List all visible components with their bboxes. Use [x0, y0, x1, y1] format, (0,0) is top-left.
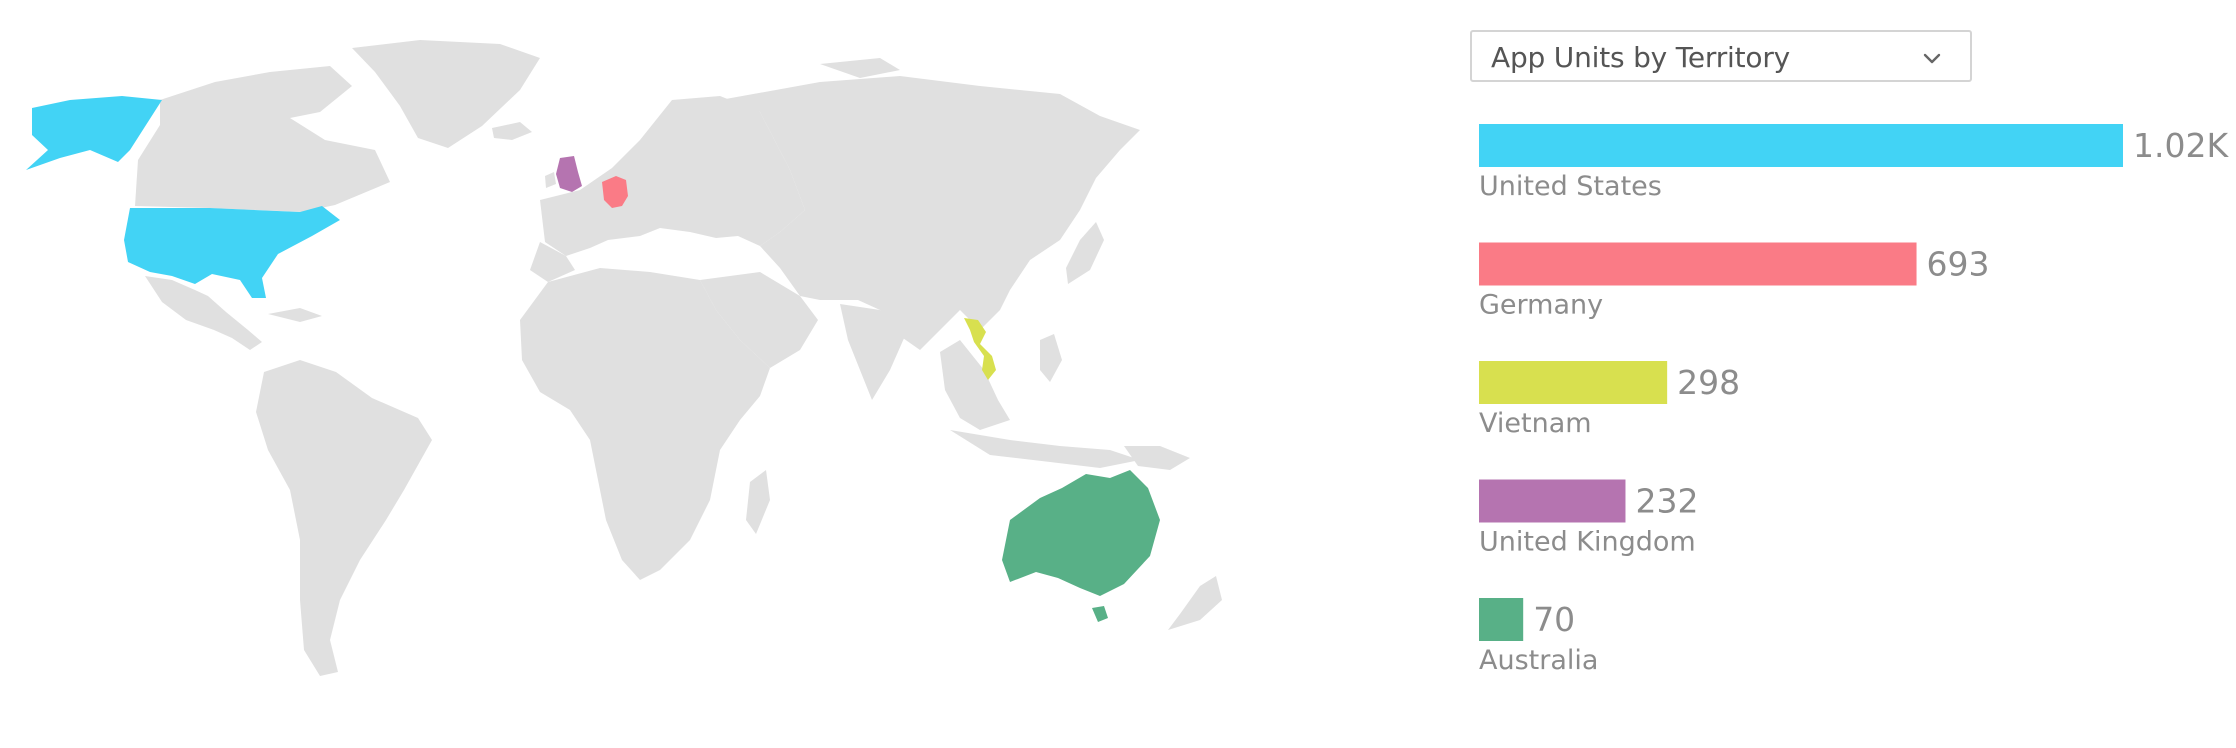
map-region-papua-new-guinea[interactable]	[1124, 446, 1190, 470]
map-region-caribbean[interactable]	[268, 308, 322, 322]
chevron-down-icon	[1923, 53, 1941, 64]
bar[interactable]	[1479, 361, 1668, 404]
bar-category-label: Australia	[1479, 645, 1598, 676]
bar-category-label: Germany	[1479, 290, 1603, 321]
bar-category-label: Vietnam	[1479, 408, 1592, 439]
bar-value-label: 1.02K	[2133, 126, 2229, 165]
bar-group[interactable]: 1.02K United States	[1479, 124, 2229, 202]
bar[interactable]	[1479, 598, 1524, 641]
map-region-new-zealand[interactable]	[1168, 576, 1222, 630]
map-region-tasmania[interactable]	[1092, 606, 1108, 622]
map-region-australia[interactable]	[1002, 470, 1160, 596]
map-region-canada[interactable]	[135, 66, 390, 212]
map-region-germany[interactable]	[602, 176, 628, 208]
bar-group[interactable]: 298 Vietnam	[1479, 361, 1740, 439]
map-region-united-kingdom[interactable]	[556, 156, 582, 192]
map-region-vietnam[interactable]	[964, 318, 996, 380]
map-region-iceland[interactable]	[492, 122, 532, 140]
bar-category-label: United States	[1479, 171, 1662, 202]
bar-value-label: 232	[1635, 482, 1698, 521]
bar-category-label: United Kingdom	[1479, 527, 1696, 558]
bar-value-label: 70	[1533, 600, 1575, 639]
territory-metric-dropdown[interactable]: App Units by Territory	[1470, 30, 1972, 82]
map-region-africa[interactable]	[520, 268, 770, 580]
map-region-arctic-islands[interactable]	[820, 58, 900, 78]
map-region-philippines[interactable]	[1040, 334, 1062, 382]
bar[interactable]	[1479, 124, 2123, 167]
bar-group[interactable]: 70 Australia	[1479, 598, 1598, 676]
map-region-madagascar[interactable]	[746, 470, 770, 534]
map-region-japan[interactable]	[1066, 222, 1104, 284]
map-region-greenland[interactable]	[352, 40, 540, 148]
bar[interactable]	[1479, 242, 1917, 286]
bar-group[interactable]: 232 United Kingdom	[1479, 479, 1698, 558]
map-region-mexico[interactable]	[145, 276, 262, 350]
world-map	[26, 40, 1222, 676]
bar[interactable]	[1479, 479, 1626, 523]
map-region-indonesia[interactable]	[950, 430, 1140, 468]
bar-value-label: 693	[1927, 245, 1990, 284]
map-region-europe[interactable]	[540, 96, 805, 256]
bar-group[interactable]: 693 Germany	[1479, 242, 1990, 321]
map-region-iberia[interactable]	[530, 242, 575, 282]
map-region-united-states[interactable]	[124, 206, 340, 298]
map-region-india[interactable]	[840, 304, 905, 400]
map-region-asia[interactable]	[720, 76, 1140, 350]
map-region-southeast-asia[interactable]	[940, 340, 1010, 430]
map-region-alaska[interactable]	[26, 96, 162, 170]
map-region-south-america[interactable]	[256, 360, 432, 676]
bar-value-label: 298	[1677, 363, 1740, 402]
map-region-middle-east[interactable]	[700, 272, 818, 368]
map-region-ireland[interactable]	[545, 172, 556, 188]
dropdown-label: App Units by Territory	[1491, 41, 1791, 74]
